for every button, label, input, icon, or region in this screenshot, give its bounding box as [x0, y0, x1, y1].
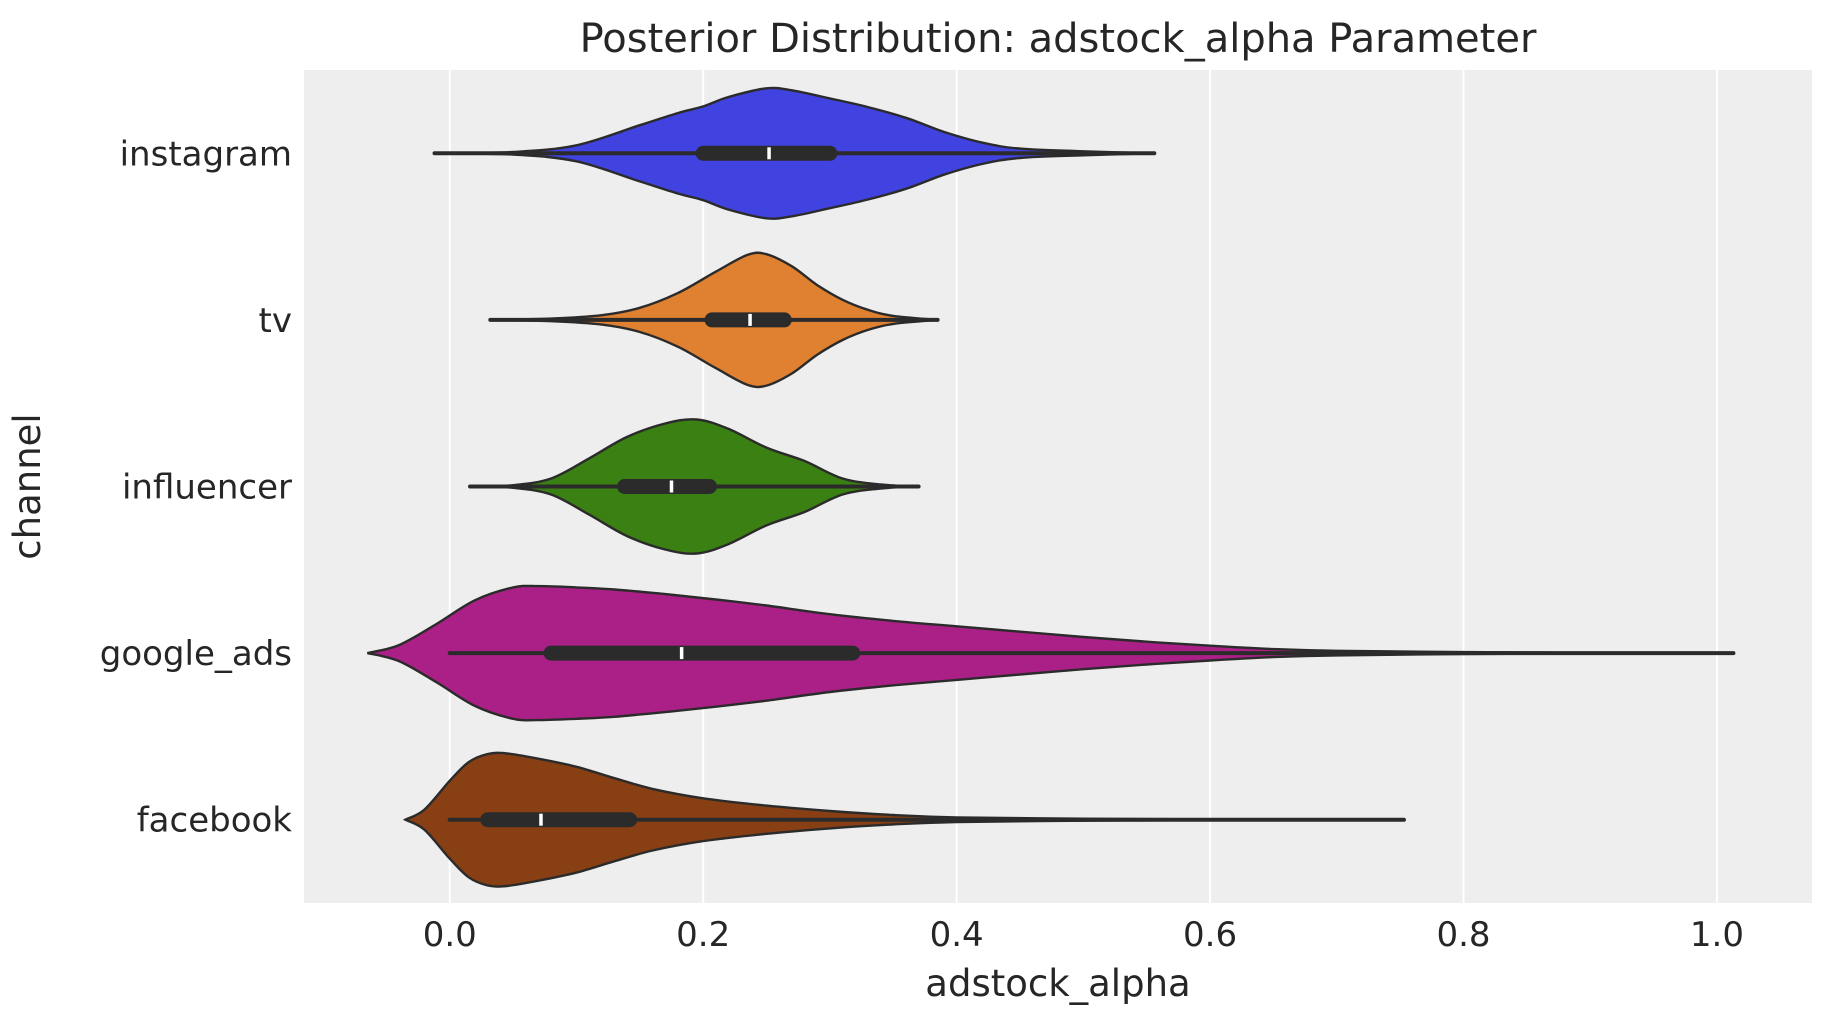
y-tick-labels: instagram tv influencer google_ads facebook — [100, 134, 293, 840]
x-tick-label: 0.2 — [676, 915, 730, 955]
x-tick-label: 0.4 — [930, 915, 984, 955]
violin-instagram — [432, 86, 1157, 220]
y-tick-label: google_ads — [100, 634, 292, 674]
x-axis-label: adstock_alpha — [925, 962, 1190, 1005]
y-axis-label: channel — [6, 413, 49, 559]
y-tick-label: tv — [259, 301, 292, 341]
y-tick-label: influencer — [122, 468, 292, 508]
x-tick-label: 0.0 — [423, 915, 477, 955]
y-tick-label: facebook — [137, 801, 293, 841]
chart-title: Posterior Distribution: adstock_alpha Pa… — [580, 16, 1537, 62]
x-tick-label: 1.0 — [1690, 915, 1744, 955]
x-tick-label: 0.6 — [1183, 915, 1237, 955]
violin-tv — [488, 251, 940, 389]
violin-google-ads — [367, 584, 1736, 722]
violin-influencer — [468, 418, 921, 555]
x-tick-labels: 0.0 0.2 0.4 0.6 0.8 1.0 — [423, 915, 1744, 955]
violin-facebook — [402, 751, 1406, 888]
y-tick-label: instagram — [120, 134, 292, 174]
violins — [367, 86, 1736, 888]
x-tick-label: 0.8 — [1436, 915, 1490, 955]
